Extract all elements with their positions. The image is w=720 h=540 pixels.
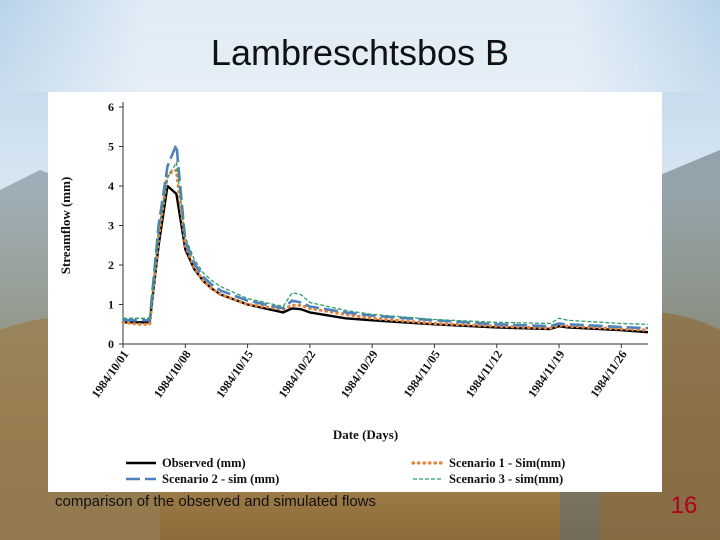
y-axis-label: Streamflow (mm) bbox=[58, 177, 73, 275]
y-ticks: 0 1 2 3 4 5 6 bbox=[108, 100, 123, 351]
series-line-0 bbox=[123, 184, 649, 334]
x-tick-label: 1984/10/08 bbox=[151, 348, 194, 401]
x-tick-label: 1984/11/12 bbox=[463, 348, 505, 400]
x-tick-label: 1984/10/15 bbox=[213, 348, 256, 401]
x-tick-label: 1984/11/26 bbox=[587, 348, 629, 400]
y-tick-label: 0 bbox=[108, 337, 114, 351]
legend-label-2: Scenario 2 - sim (mm) bbox=[162, 472, 279, 486]
slide-number: 16 bbox=[670, 492, 698, 519]
y-tick-label: 2 bbox=[108, 258, 114, 272]
x-tick-label: 1984/10/01 bbox=[89, 348, 132, 401]
legend-label-3: Scenario 3 - sim(mm) bbox=[449, 472, 563, 486]
series-group bbox=[121, 143, 650, 334]
x-tick-label: 1984/11/05 bbox=[400, 348, 442, 400]
slide-caption: comparison of the observed and simulated… bbox=[55, 493, 377, 510]
y-tick-label: 5 bbox=[108, 140, 114, 154]
x-axis-label: Date (Days) bbox=[333, 427, 398, 442]
x-tick-label: 1984/11/19 bbox=[525, 348, 567, 400]
x-tick-label: 1984/10/22 bbox=[275, 348, 318, 401]
y-tick-label: 6 bbox=[108, 100, 114, 114]
y-tick-label: 1 bbox=[108, 298, 114, 312]
series-line-1 bbox=[121, 168, 650, 332]
y-tick-label: 4 bbox=[108, 179, 114, 193]
x-tick-label: 1984/10/29 bbox=[338, 348, 381, 401]
slide-title: Lambreschtsbos B bbox=[210, 32, 510, 73]
legend-label-1: Scenario 1 - Sim(mm) bbox=[449, 456, 565, 470]
chart-axes bbox=[122, 102, 648, 345]
x-ticks: 1984/10/01 1984/10/08 1984/10/15 1984/10/22… bbox=[89, 344, 630, 401]
y-tick-label: 3 bbox=[108, 219, 114, 233]
legend-label-0: Observed (mm) bbox=[162, 456, 246, 470]
chart-legend: Observed (mm) Scenario 2 - sim (mm) Scenar… bbox=[126, 456, 565, 486]
series-line-3 bbox=[123, 161, 649, 325]
series-line-2 bbox=[123, 143, 649, 330]
